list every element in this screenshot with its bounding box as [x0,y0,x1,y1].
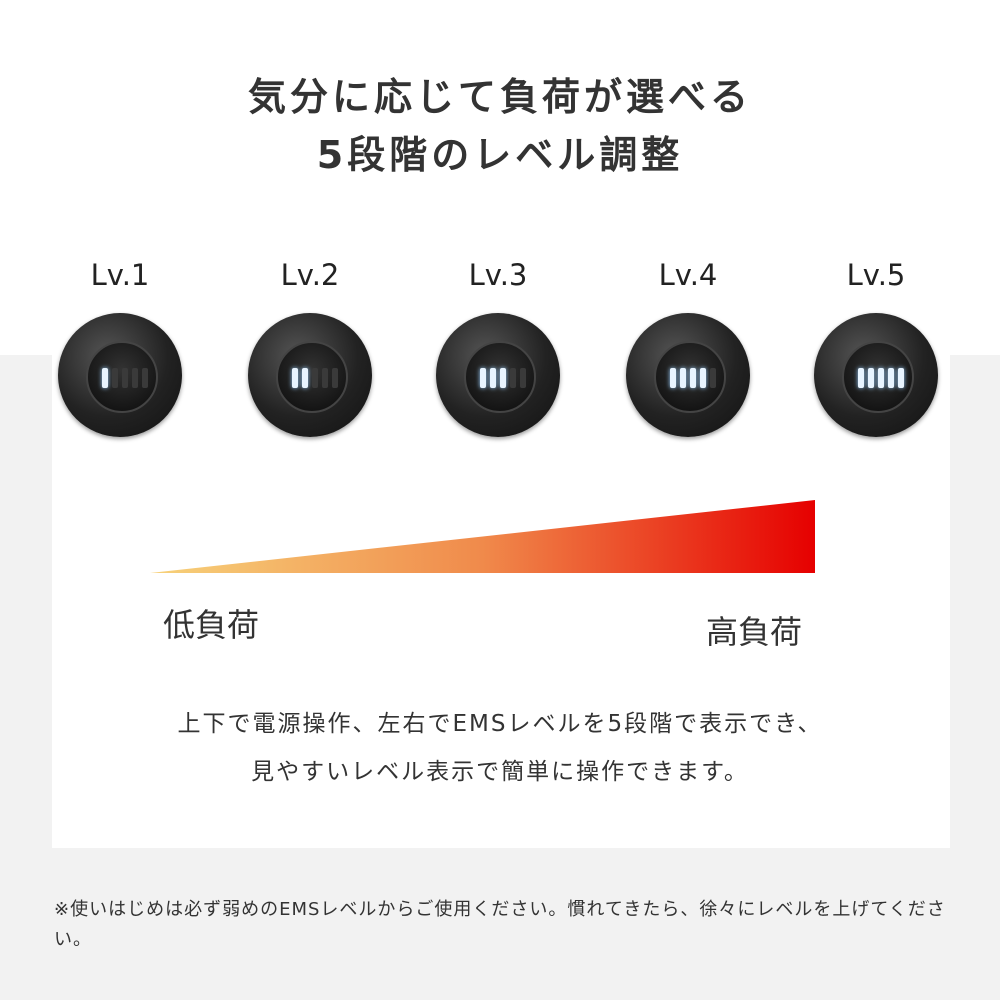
description-line-1: 上下で電源操作、左右でEMSレベルを5段階で表示でき、 [177,711,823,737]
page-title: 気分に応じて負荷が選べる 5段階のレベル調整 [0,68,1000,184]
level-label: Lv.1 [90,258,150,292]
level-bar [710,368,716,388]
top-background [0,0,1000,355]
usage-note: ※使いはじめは必ず弱めのEMSレベルからご使用ください。慣れてきたら、徐々にレベ… [54,899,946,950]
level-bar [132,368,138,388]
device-controller-icon [814,313,938,437]
level-bar [332,368,338,388]
level-bar [888,368,894,388]
level-label: Lv.2 [280,258,340,292]
level-label: Lv.4 [658,258,718,292]
level-indicator [842,341,914,413]
level-bar [520,368,526,388]
level-bar [312,368,318,388]
level-label: Lv.3 [468,258,528,292]
level-bar [700,368,706,388]
low-load-label: 低負荷 [163,606,260,644]
device-controller-icon [58,313,182,437]
high-load-label: 高負荷 [706,613,803,651]
level-bar [490,368,496,388]
level-bar [898,368,904,388]
load-gradient-wedge [150,500,815,573]
level-bar [322,368,328,388]
level-indicator [86,341,158,413]
level-bar [690,368,696,388]
level-bar [510,368,516,388]
level-indicator [464,341,536,413]
description-line-2: 見やすいレベル表示で簡単に操作できます。 [251,759,749,785]
level-bar [670,368,676,388]
level-bar [868,368,874,388]
level-bar [142,368,148,388]
level-bar [122,368,128,388]
level-bar [680,368,686,388]
level-bar [878,368,884,388]
device-controller-icon [248,313,372,437]
level-bar [292,368,298,388]
title-line-2: 5段階のレベル調整 [316,133,684,177]
content-panel [52,355,950,848]
device-controller-icon [626,313,750,437]
level-bar [858,368,864,388]
level-bar [480,368,486,388]
level-indicator [654,341,726,413]
level-label: Lv.5 [846,258,906,292]
level-bar [500,368,506,388]
level-bar [102,368,108,388]
title-line-1: 気分に応じて負荷が選べる [247,75,752,119]
device-controller-icon [436,313,560,437]
level-indicator [276,341,348,413]
level-bar [112,368,118,388]
description: 上下で電源操作、左右でEMSレベルを5段階で表示でき、 見やすいレベル表示で簡単… [0,700,1000,796]
level-bar [302,368,308,388]
